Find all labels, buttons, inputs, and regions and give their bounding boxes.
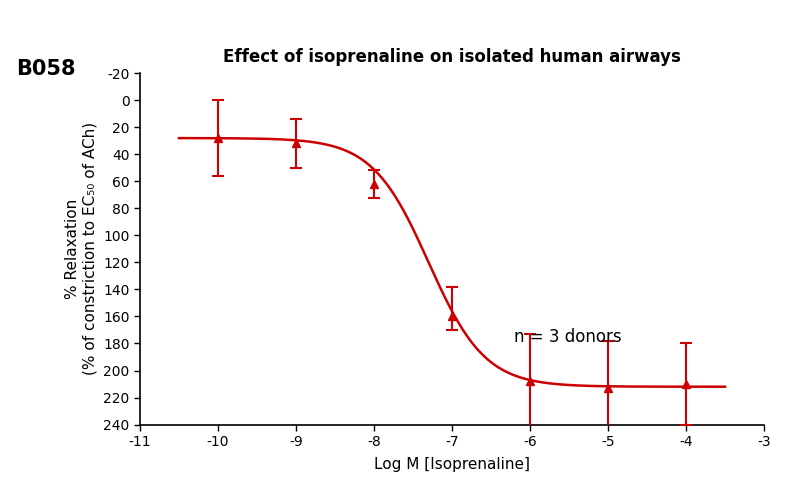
Title: Effect of isoprenaline on isolated human airways: Effect of isoprenaline on isolated human… (223, 48, 681, 66)
Text: B058: B058 (16, 59, 75, 79)
X-axis label: Log M [Isoprenaline]: Log M [Isoprenaline] (374, 457, 530, 472)
Y-axis label: % Relaxation
(% of constriction to EC₅₀ of ACh): % Relaxation (% of constriction to EC₅₀ … (65, 122, 98, 375)
Text: n = 3 donors: n = 3 donors (514, 328, 622, 346)
